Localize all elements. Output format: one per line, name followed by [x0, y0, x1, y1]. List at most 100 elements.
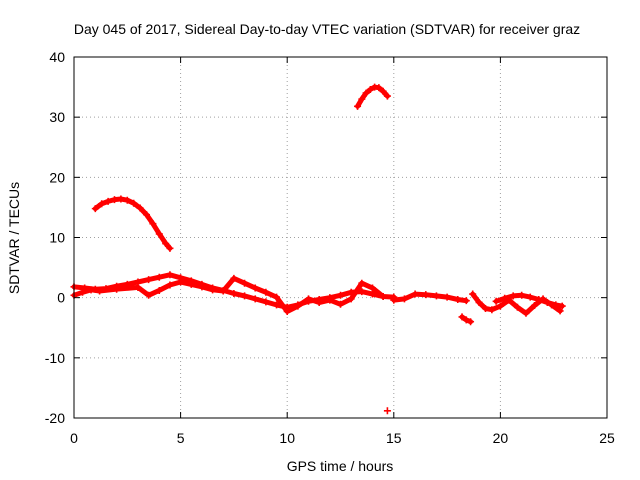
data-point	[454, 295, 462, 303]
data-point	[462, 316, 470, 324]
data-point	[400, 295, 408, 303]
series-arc-near-zero-6	[492, 291, 566, 310]
y-tick-label: -20	[45, 410, 65, 426]
data-point	[368, 284, 376, 292]
data-point	[362, 89, 370, 97]
series-outlier	[383, 407, 391, 415]
data-point	[273, 293, 281, 301]
data-point	[241, 279, 249, 287]
data-point	[432, 292, 440, 300]
y-tick-label: 30	[49, 109, 65, 125]
data-point	[526, 293, 534, 301]
data-point	[294, 302, 302, 310]
data-point	[358, 288, 366, 296]
data-point	[518, 291, 526, 299]
data-point	[136, 204, 144, 212]
data-point	[375, 84, 383, 92]
data-point	[337, 300, 344, 308]
data-point	[368, 290, 376, 298]
x-tick-label: 15	[386, 430, 402, 446]
x-tick-label: 25	[599, 430, 615, 446]
data-point	[134, 283, 142, 291]
data-point	[411, 290, 419, 298]
data-point	[509, 292, 517, 300]
data-point	[96, 287, 104, 295]
data-point	[162, 240, 170, 248]
x-tick-label: 10	[279, 430, 295, 446]
x-axis-label: GPS time / hours	[287, 458, 394, 474]
x-tick-label: 20	[493, 430, 509, 446]
data-point	[383, 92, 391, 100]
data-point	[379, 87, 387, 95]
data-point	[166, 271, 174, 279]
x-tick-label: 5	[177, 430, 185, 446]
data-point	[155, 230, 163, 238]
data-point	[358, 279, 366, 287]
data-point	[315, 298, 323, 306]
data-point	[358, 95, 366, 103]
data-point	[496, 302, 504, 310]
data-point	[326, 296, 334, 304]
data-point	[79, 288, 87, 296]
data-point	[230, 289, 238, 297]
data-point	[104, 197, 112, 205]
series-arc-high-late	[354, 83, 391, 110]
series-arc-high-early	[91, 195, 174, 252]
data-point	[187, 280, 195, 288]
y-tick-label: 40	[49, 49, 65, 65]
data-point	[91, 205, 99, 213]
chart-title: Day 045 of 2017, Sidereal Day-to-day VTE…	[74, 21, 580, 37]
data-point	[366, 85, 374, 93]
data-point	[251, 284, 259, 292]
data-point	[513, 303, 521, 311]
data-point	[145, 291, 153, 299]
data-point	[390, 296, 398, 304]
data-point	[149, 220, 157, 228]
data-point	[273, 301, 281, 309]
data-point	[113, 285, 121, 293]
data-point	[155, 273, 163, 281]
y-tick-label: 10	[49, 230, 65, 246]
data-point	[305, 295, 313, 303]
data-point	[481, 304, 489, 312]
data-point	[145, 276, 153, 284]
data-point	[501, 294, 509, 302]
data-point	[177, 278, 185, 286]
data-point	[522, 309, 530, 317]
series-arc-near-zero-4	[458, 313, 475, 326]
data-point	[347, 295, 355, 303]
data-point	[443, 293, 451, 301]
data-point	[230, 274, 238, 282]
data-point	[469, 290, 477, 298]
series-arc-near-zero-3	[390, 290, 470, 305]
data-point	[198, 283, 206, 291]
y-tick-label: 20	[49, 169, 65, 185]
data-point	[130, 199, 138, 207]
x-tick-label: 0	[70, 430, 78, 446]
data-point	[379, 292, 387, 300]
data-point	[283, 308, 291, 316]
data-point	[422, 291, 430, 299]
data-point	[209, 286, 217, 294]
data-point	[111, 196, 119, 204]
data-point	[166, 244, 174, 252]
data-point	[458, 313, 466, 321]
data-point	[535, 295, 543, 303]
data-point	[354, 102, 362, 110]
data-point	[462, 297, 470, 305]
data-point	[251, 295, 259, 303]
data-point	[262, 298, 270, 306]
data-point	[556, 307, 564, 315]
data-points	[70, 83, 566, 415]
data-point	[155, 286, 163, 294]
data-point	[98, 200, 106, 208]
data-point	[123, 196, 131, 204]
axis-ticks: 0 5 10 15 20 25 -20 -10 0 10 20 30 40	[45, 49, 615, 446]
data-point	[117, 195, 125, 203]
data-point	[492, 297, 500, 305]
data-point	[262, 288, 270, 296]
y-tick-label: -10	[45, 350, 65, 366]
data-point	[543, 298, 551, 306]
